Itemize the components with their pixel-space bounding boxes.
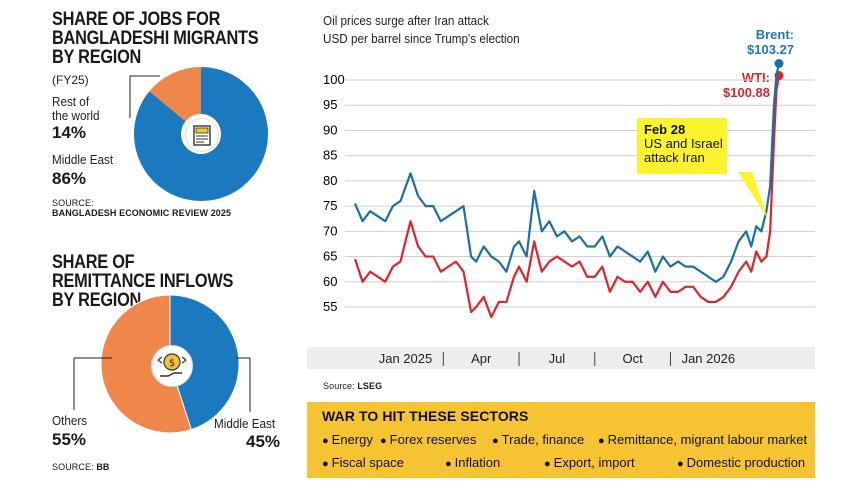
jobs-source-name: BANGLADESH ECONOMIC REVIEW 2025 [52, 208, 232, 218]
jobs-me-label: Middle East [52, 152, 114, 167]
bullet-icon: ● [322, 458, 329, 470]
bullet-icon: ● [598, 435, 605, 447]
sector-export: ● Export, import [544, 455, 635, 470]
x-tick-label: Jul [549, 351, 566, 366]
series-wti [353, 75, 781, 319]
y-tick-label: 80 [323, 173, 337, 188]
sector-fiscal-label: Fiscal space [331, 455, 404, 470]
job-document-icon [193, 125, 211, 146]
oil-source-prefix: Source: [323, 381, 355, 391]
callout-line-2: attack Iran [644, 150, 705, 165]
remittance-others-value: 55% [52, 430, 87, 449]
y-tick-label: 100 [323, 72, 345, 87]
bullet-icon: ● [544, 458, 551, 470]
wti-price-label: WTI: $100.88 [700, 70, 770, 100]
y-tick-label: 60 [323, 274, 337, 289]
x-tick-label: Jan 2026 [682, 351, 736, 366]
oil-source-name: LSEG [357, 381, 383, 391]
y-tick-label: 75 [323, 198, 337, 213]
oil-source: Source: LSEG [323, 381, 382, 391]
sector-domestic: ● Domestic production [677, 455, 805, 470]
sector-trade: ● Trade, finance [492, 432, 584, 447]
callout-date: Feb 28 [644, 122, 686, 137]
oil-price-line-chart: 100 95 90 85 80 75 70 65 60 55 Jan 2025 Apr Jul Oct J… [307, 59, 815, 369]
jobs-source: SOURCE: BANGLADESH ECONOMIC REVIEW 2025 [52, 198, 231, 218]
x-tick-label: Apr [471, 351, 492, 366]
x-tick-label: Oct [623, 351, 644, 366]
oil-chart-subtitle: USD per barrel since Trump's election [323, 31, 520, 46]
wti-value: $100.88 [723, 85, 770, 100]
jobs-donut-chart [129, 67, 268, 201]
jobs-center-badge [185, 118, 219, 152]
remittance-source-name: BB [96, 462, 110, 472]
sector-energy: ● Energy [322, 432, 373, 447]
brent-label: Brent: [755, 27, 794, 42]
callout-pointer [738, 172, 768, 219]
oil-chart-title: Oil prices surge after Iran attack [323, 13, 489, 28]
sector-forex-label: Forex reserves [389, 432, 477, 447]
jobs-title-line-2: BANGLADESHI MIGRANTS [52, 28, 259, 49]
wti-label: WTI: [741, 70, 770, 85]
sector-remittance: ● Remittance, migrant labour market [598, 432, 807, 447]
x-tick-label: Jan 2025 [379, 351, 433, 366]
jobs-rest-label: Rest of the world [52, 95, 99, 123]
sector-forex: ● Forex reserves [380, 432, 476, 447]
x-axis-band [307, 347, 815, 369]
remittance-title-line-3: BY REGION [52, 290, 142, 311]
remittance-me-value: 45% [246, 432, 281, 451]
sector-remittance-label: Remittance, migrant labour market [607, 432, 808, 447]
bullet-icon: ● [322, 435, 329, 447]
bullet-icon: ● [677, 458, 684, 470]
jobs-me-value: 86% [52, 169, 87, 188]
jobs-slice-middle-east [133, 67, 268, 201]
y-tick-label: 90 [323, 122, 337, 137]
remittance-source-prefix: SOURCE: [52, 462, 94, 472]
sector-domestic-label: Domestic production [686, 455, 806, 470]
y-tick-label: 85 [323, 148, 337, 163]
remittance-title-line-1: SHARE OF [52, 252, 135, 273]
callout-line-1: US and Israel [644, 136, 723, 151]
jobs-rest-label-line-1: Rest of [52, 94, 90, 109]
sector-energy-label: Energy [331, 432, 373, 447]
callout-box [637, 118, 727, 174]
bullet-icon: ● [380, 435, 387, 447]
jobs-slice-rest-of-the-world [149, 67, 201, 122]
jobs-title-line-3: BY REGION [52, 47, 142, 68]
remittance-center-badge: $ [151, 345, 193, 387]
brent-price-label: Brent: $103.27 [720, 27, 794, 57]
sector-inflation-label: Inflation [454, 455, 501, 470]
sectors-title: WAR TO HIT THESE SECTORS [322, 408, 529, 424]
sector-trade-label: Trade, finance [501, 432, 585, 447]
bullet-icon: ● [445, 458, 452, 470]
y-tick-label: 70 [323, 223, 337, 238]
y-tick-label: 65 [323, 249, 337, 264]
jobs-source-prefix: SOURCE: [52, 198, 94, 208]
sector-export-label: Export, import [553, 455, 635, 470]
brent-value: $103.27 [747, 42, 794, 57]
remittance-pie-chart [73, 294, 251, 434]
bullet-icon: ● [492, 435, 499, 447]
jobs-title: SHARE OF JOBS FOR BANGLADESHI MIGRANTS B… [52, 9, 259, 68]
jobs-subtitle: (FY25) [52, 73, 89, 87]
remittance-others-label: Others [52, 413, 88, 428]
y-tick-label: 95 [323, 97, 337, 112]
jobs-title-line-1: SHARE OF JOBS FOR [52, 9, 221, 30]
money-transfer-icon: $ [157, 353, 187, 377]
jobs-rest-value: 14% [52, 123, 87, 142]
callout-text: Feb 28 US and Israel attack Iran [644, 123, 723, 165]
brent-endpoint [774, 59, 784, 69]
jobs-rest-label-line-2: the world [52, 108, 100, 123]
sector-inflation: ● Inflation [445, 455, 500, 470]
remittance-me-label: Middle East [214, 416, 276, 431]
sector-fiscal: ● Fiscal space [322, 455, 404, 470]
remittance-slice-middle-east [169, 294, 240, 431]
svg-text:$: $ [169, 358, 175, 369]
sectors-panel [307, 402, 815, 478]
remittance-slice-others [100, 294, 192, 434]
series-brent [353, 63, 781, 283]
remittance-title-line-2: REMITTANCE INFLOWS [52, 271, 234, 292]
remittance-title: SHARE OF REMITTANCE INFLOWS BY REGION [52, 253, 233, 310]
y-tick-label: 55 [323, 299, 337, 314]
remittance-source: SOURCE: BB [52, 462, 110, 472]
